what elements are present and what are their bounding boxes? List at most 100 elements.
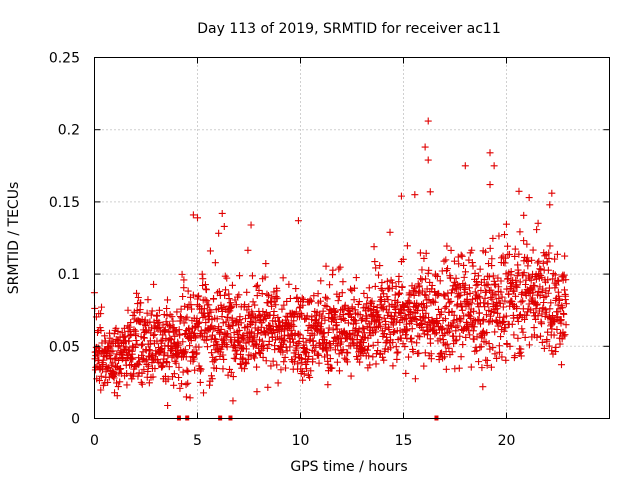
data-point: [315, 359, 323, 367]
x-tick-label: 10: [292, 433, 310, 449]
data-point: [259, 353, 267, 361]
data-point: [513, 305, 521, 313]
data-point: [371, 328, 379, 336]
data-point: [371, 282, 379, 290]
data-point: [129, 355, 137, 363]
data-point: [302, 365, 310, 373]
data-point: [381, 298, 389, 306]
data-point: [504, 275, 512, 283]
data-point: [544, 328, 552, 336]
data-point: [546, 305, 554, 313]
data-point: [192, 350, 200, 358]
data-point: [317, 297, 325, 305]
data-point: [482, 311, 490, 319]
data-point: [516, 228, 524, 236]
data-point: [356, 311, 364, 319]
data-point: [262, 315, 270, 323]
data-point: [196, 378, 204, 386]
data-point: [359, 339, 367, 347]
data-point: [395, 272, 403, 280]
data-point: [484, 281, 492, 289]
data-point: [189, 291, 197, 299]
data-point: [97, 310, 105, 318]
data-point: [486, 181, 494, 189]
data-point: [119, 349, 127, 357]
data-point: [535, 257, 543, 265]
data-point: [233, 346, 241, 354]
data-point: [475, 309, 483, 317]
data-point: [481, 294, 489, 302]
data-point: [482, 338, 490, 346]
data-point: [377, 322, 385, 330]
data-point: [542, 308, 550, 316]
data-point: [170, 381, 178, 389]
data-point: [538, 320, 546, 328]
data-point: [403, 242, 411, 250]
data-point: [151, 365, 159, 373]
data-point: [523, 240, 531, 248]
data-point: [278, 305, 286, 313]
data-point: [414, 332, 422, 340]
data-point: [333, 321, 341, 329]
data-point: [465, 284, 473, 292]
data-point: [309, 355, 317, 363]
data-point: [543, 337, 551, 345]
data-point: [190, 355, 198, 363]
data-point: [536, 332, 544, 340]
data-point: [333, 333, 341, 341]
data-point: [133, 289, 141, 297]
data-point: [383, 293, 391, 301]
data-point: [253, 388, 261, 396]
data-point: [485, 273, 493, 281]
data-point: [456, 291, 464, 299]
data-point: [361, 303, 369, 311]
data-point: [110, 374, 118, 382]
data-point: [374, 338, 382, 346]
data-point: [347, 372, 355, 380]
data-point: [200, 305, 208, 313]
data-point: [479, 383, 487, 391]
data-point: [97, 327, 105, 335]
data-point: [332, 308, 340, 316]
data-point: [322, 293, 330, 301]
data-point: [279, 348, 287, 356]
data-point: [244, 355, 252, 363]
data-point: [476, 293, 484, 301]
data-point: [247, 320, 255, 328]
data-point: [551, 271, 559, 279]
data-point: [195, 318, 203, 326]
data-point: [158, 363, 166, 371]
data-point: [460, 261, 468, 269]
y-tick-labels: 0 0.05 0.1 0.15 0.2 0.25: [49, 51, 80, 428]
data-point: [213, 315, 221, 323]
data-point: [508, 320, 516, 328]
data-point: [456, 332, 464, 340]
data-point: [450, 257, 458, 265]
data-point: [519, 297, 527, 305]
data-point: [506, 342, 514, 350]
y-tick-label: 0.25: [49, 51, 80, 67]
data-point: [144, 367, 152, 375]
data-point: [520, 269, 528, 277]
plot-frame: [94, 57, 610, 419]
data-point: [303, 312, 311, 320]
data-point: [440, 257, 448, 265]
data-point: [458, 252, 466, 260]
data-point: [180, 349, 188, 357]
data-point: [321, 316, 329, 324]
data-point: [469, 295, 477, 303]
data-point: [482, 248, 490, 256]
data-point: [428, 282, 436, 290]
data-point: [218, 209, 226, 217]
data-point: [384, 311, 392, 319]
data-point: [357, 345, 365, 353]
data-point: [460, 273, 468, 281]
data-point: [174, 341, 182, 349]
data-point: [205, 301, 213, 309]
data-point: [244, 246, 252, 254]
data-point: [560, 286, 568, 294]
data-point: [347, 334, 355, 342]
data-point: [403, 320, 411, 328]
data-point: [144, 362, 152, 370]
data-point: [293, 344, 301, 352]
